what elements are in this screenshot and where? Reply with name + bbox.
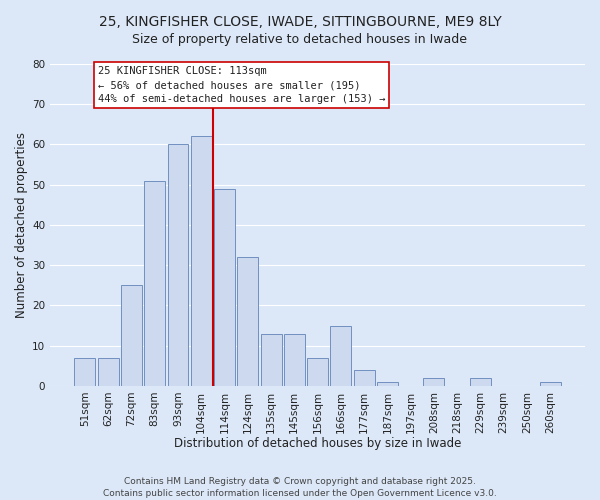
Bar <box>144 180 165 386</box>
Text: Size of property relative to detached houses in Iwade: Size of property relative to detached ho… <box>133 32 467 46</box>
Bar <box>540 382 560 386</box>
Y-axis label: Number of detached properties: Number of detached properties <box>15 132 28 318</box>
Bar <box>470 378 491 386</box>
Bar <box>74 358 95 386</box>
Bar <box>214 188 235 386</box>
X-axis label: Distribution of detached houses by size in Iwade: Distribution of detached houses by size … <box>174 437 461 450</box>
Bar <box>167 144 188 386</box>
Bar <box>121 286 142 386</box>
Bar <box>284 334 305 386</box>
Bar <box>238 257 258 386</box>
Text: 25, KINGFISHER CLOSE, IWADE, SITTINGBOURNE, ME9 8LY: 25, KINGFISHER CLOSE, IWADE, SITTINGBOUR… <box>98 15 502 29</box>
Bar <box>307 358 328 386</box>
Bar <box>377 382 398 386</box>
Bar <box>98 358 119 386</box>
Text: 25 KINGFISHER CLOSE: 113sqm
← 56% of detached houses are smaller (195)
44% of se: 25 KINGFISHER CLOSE: 113sqm ← 56% of det… <box>98 66 385 104</box>
Bar <box>331 326 352 386</box>
Bar <box>353 370 374 386</box>
Bar <box>424 378 445 386</box>
Bar <box>191 136 212 386</box>
Bar <box>260 334 281 386</box>
Text: Contains HM Land Registry data © Crown copyright and database right 2025.
Contai: Contains HM Land Registry data © Crown c… <box>103 476 497 498</box>
